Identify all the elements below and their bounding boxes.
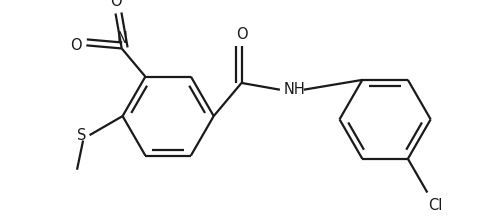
Text: NH: NH — [283, 82, 305, 97]
Text: O: O — [110, 0, 121, 9]
Text: O: O — [70, 38, 82, 53]
Text: O: O — [236, 27, 248, 42]
Text: Cl: Cl — [429, 198, 443, 213]
Text: N: N — [116, 31, 127, 46]
Text: S: S — [77, 128, 86, 143]
